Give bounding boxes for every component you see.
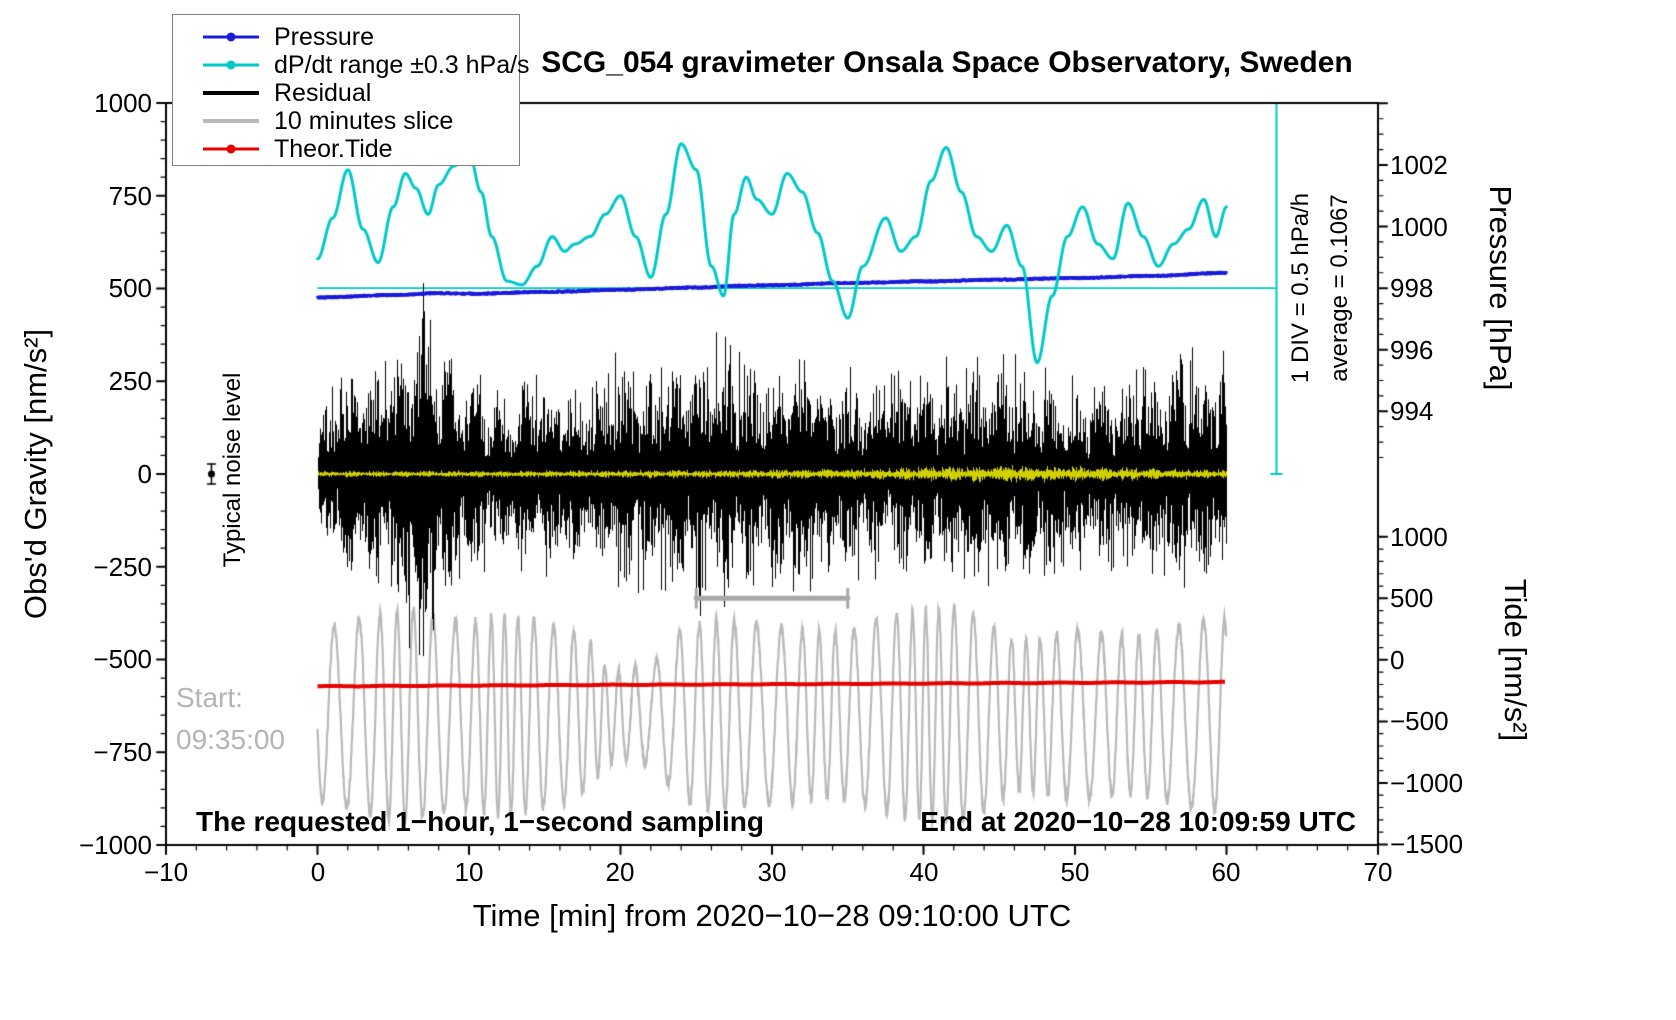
tide-tick-label: 1000 [1390,522,1448,552]
time-axis-title: Time [min] from 2020−10−28 09:10:00 UTC [472,898,1072,933]
pressure-tick-label: 1000 [1390,212,1448,242]
slice-start-time: 09:35:00 [176,724,285,755]
gravity-tick-label: 500 [108,273,152,303]
gravity-tick-label: −500 [93,644,152,674]
gravity-tick-label: 250 [108,366,152,396]
tide-line-dot-marker [203,143,259,155]
pressure-axis-title: Pressure [hPa] [1483,185,1518,391]
pressure-tick-label: 994 [1390,396,1434,426]
x-tick-label: 30 [757,857,787,887]
page-title: SCG_054 gravimeter Onsala Space Observat… [541,46,1353,79]
legend-item-residual: Residual [173,79,519,107]
gravity-tick-label: 1000 [94,88,152,118]
residual-line-marker [203,87,259,99]
slice-start-label: Start: [176,682,243,713]
slice-line-marker [203,115,259,127]
legend-item-slice: 10 minutes slice [173,107,519,135]
tide-tick-label: −500 [1390,706,1449,736]
tide-tick-label: 0 [1390,645,1405,675]
dpdt-line-dot-marker [203,59,259,71]
gravity-tick-label: −1000 [78,830,152,860]
pressure-tick-label: 996 [1390,335,1434,365]
pressure-tick-label: 1002 [1390,150,1448,180]
legend-item-pressure: Pressure [173,23,519,51]
x-tick-label: −10 [143,857,189,887]
div-scale-label: 1 DIV = 0.5 hPa/h [1287,192,1314,384]
pressure-line-dot-marker [203,31,259,43]
tide-tick-label: −1500 [1390,829,1464,859]
gravity-tick-label: 750 [108,181,152,211]
legend-label: Pressure [274,22,375,51]
legend-item-tide: Theor.Tide [173,135,519,163]
x-tick-label: 60 [1211,857,1241,887]
legend-label: Theor.Tide [274,134,393,163]
legend-label: dP/dt range ±0.3 hPa/s [274,50,530,79]
sampling-note: The requested 1−hour, 1−second sampling [196,806,764,837]
tide-axis-title: Tide [nm/s²] [1498,578,1533,742]
x-tick-label: 10 [454,857,484,887]
gravity-tick-label: −250 [93,552,152,582]
legend-label: Residual [274,78,372,107]
average-value-label: average = 0.1067 [1326,194,1353,382]
x-tick-label: 70 [1363,857,1393,887]
gravity-tick-label: 0 [137,459,152,489]
tide-tick-label: 500 [1390,583,1434,613]
x-tick-label: 0 [310,857,326,887]
x-tick-label: 50 [1060,857,1090,887]
legend: Pressure dP/dt range ±0.3 hPa/s Residual… [172,14,530,166]
gravity-tick-label: −750 [93,737,152,767]
typical-noise-level-label: Typical noise level [219,372,246,568]
x-tick-label: 20 [605,857,635,887]
legend-label: 10 minutes slice [274,106,454,135]
end-time-note: End at 2020−10−28 10:09:59 UTC [920,806,1356,837]
legend-item-dpdt: dP/dt range ±0.3 hPa/s [173,51,530,79]
tide-tick-label: −1000 [1390,768,1464,798]
gravity-axis-title: Obs'd Gravity [nm/s²] [18,328,53,620]
x-tick-label: 40 [909,857,939,887]
pressure-tick-label: 998 [1390,273,1434,303]
